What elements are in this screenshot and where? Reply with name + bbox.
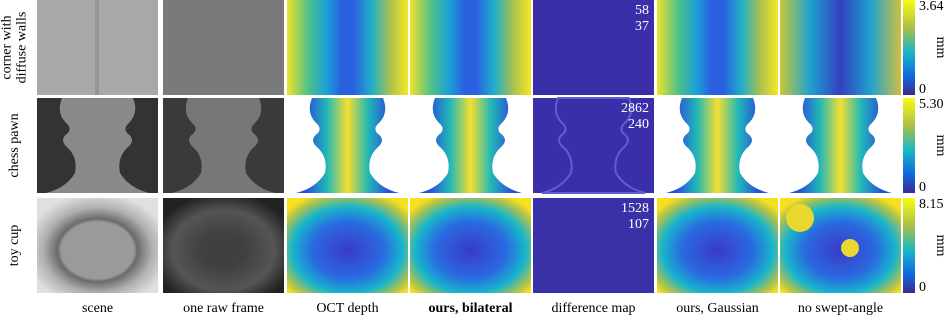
image bbox=[287, 0, 408, 95]
image-cell bbox=[410, 0, 531, 95]
image bbox=[287, 198, 408, 293]
colorbar bbox=[903, 98, 915, 193]
colorbar-unit: mm bbox=[933, 235, 948, 257]
image bbox=[163, 0, 284, 95]
column-label: OCT depth bbox=[316, 301, 378, 316]
colorbar-max: 5.30 bbox=[919, 97, 944, 112]
image bbox=[410, 0, 531, 95]
image-detail bbox=[172, 98, 275, 193]
image bbox=[657, 198, 778, 293]
image-detail bbox=[789, 98, 892, 193]
image-cell bbox=[533, 198, 654, 293]
colorbar-min: 0 bbox=[919, 82, 926, 97]
difference-value: 107 bbox=[628, 217, 649, 232]
image-detail bbox=[786, 204, 814, 232]
image-detail bbox=[666, 98, 769, 193]
image bbox=[163, 198, 284, 293]
image-cell bbox=[287, 0, 408, 95]
column-label: one raw frame bbox=[183, 301, 264, 316]
column-label: ours, bilateral bbox=[429, 301, 513, 316]
image-cell bbox=[37, 0, 158, 95]
column-label: difference map bbox=[551, 301, 635, 316]
difference-value: 2862 bbox=[621, 101, 649, 116]
colorbar-min: 0 bbox=[919, 180, 926, 195]
image-cell bbox=[780, 0, 901, 95]
column-label: ours, Gaussian bbox=[676, 301, 758, 316]
colorbar-min: 0 bbox=[919, 280, 926, 295]
image bbox=[410, 198, 531, 293]
colorbar bbox=[903, 198, 915, 293]
colorbar-unit: mm bbox=[933, 37, 948, 59]
difference-value: 240 bbox=[628, 117, 649, 132]
image bbox=[533, 98, 654, 193]
difference-value: 58 bbox=[635, 3, 649, 18]
image-cell bbox=[657, 198, 778, 293]
image-cell bbox=[533, 97, 654, 194]
image-cell bbox=[163, 198, 284, 293]
colorbar-max: 3.64 bbox=[919, 0, 944, 14]
image-cell bbox=[287, 98, 408, 193]
column-label: no swept-angle bbox=[798, 301, 883, 316]
column-label: scene bbox=[82, 301, 113, 316]
image-detail bbox=[46, 98, 149, 193]
row-label: toy cup bbox=[7, 225, 22, 267]
image-cell bbox=[780, 198, 901, 293]
colorbar bbox=[903, 0, 915, 95]
image bbox=[533, 198, 654, 293]
image-cell bbox=[657, 98, 778, 193]
image-detail bbox=[419, 98, 522, 193]
row-label: chess pawn bbox=[7, 113, 22, 177]
image bbox=[37, 198, 158, 293]
image-cell bbox=[163, 98, 284, 193]
image-detail bbox=[296, 98, 399, 193]
row-label: diffuse walls bbox=[15, 12, 30, 84]
difference-value: 37 bbox=[635, 19, 649, 34]
image-detail bbox=[541, 97, 646, 194]
row-label: corner with bbox=[0, 15, 15, 79]
image-cell bbox=[410, 98, 531, 193]
image-cell bbox=[37, 198, 158, 293]
image bbox=[657, 0, 778, 95]
image-detail bbox=[95, 0, 99, 95]
colorbar-max: 8.15 bbox=[919, 197, 944, 212]
image bbox=[533, 0, 654, 95]
image-cell bbox=[37, 98, 158, 193]
image-cell bbox=[780, 98, 901, 193]
image-cell bbox=[657, 0, 778, 95]
image-detail bbox=[841, 239, 859, 257]
image-cell bbox=[410, 198, 531, 293]
image-cell bbox=[533, 0, 654, 95]
image-cell bbox=[287, 198, 408, 293]
difference-value: 1528 bbox=[621, 201, 649, 216]
colorbar-unit: mm bbox=[933, 135, 948, 157]
image-cell bbox=[163, 0, 284, 95]
image bbox=[780, 0, 901, 95]
